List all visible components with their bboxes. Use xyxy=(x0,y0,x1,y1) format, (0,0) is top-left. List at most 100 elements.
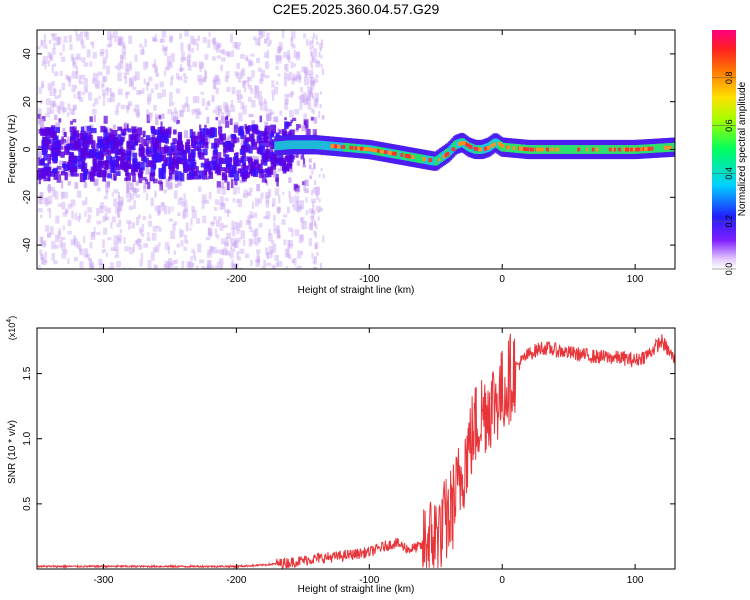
spectral-noise-mark xyxy=(239,267,244,269)
spectral-noise-mark xyxy=(105,186,109,193)
snr-series-line xyxy=(37,333,675,569)
spectral-band-mark xyxy=(242,145,249,152)
spectral-noise-mark xyxy=(40,39,43,47)
spectral-noise-mark xyxy=(108,38,113,47)
spectral-noise-mark xyxy=(100,48,105,54)
spectral-noise-mark xyxy=(152,36,156,41)
x-tick-label: -300 xyxy=(93,274,113,285)
spectral-noise-mark xyxy=(231,87,236,95)
spectral-band-mark xyxy=(97,154,102,165)
spectral-noise-mark xyxy=(308,208,314,214)
spectral-noise-mark xyxy=(305,210,309,216)
spectral-noise-mark xyxy=(74,56,78,61)
spectral-noise-mark xyxy=(290,36,293,42)
spectral-noise-mark xyxy=(259,101,263,111)
spectral-noise-mark xyxy=(72,57,75,67)
spectral-noise-mark xyxy=(117,206,120,211)
spectral-noise-mark xyxy=(110,262,115,269)
spectral-noise-mark xyxy=(246,165,252,169)
spectral-noise-mark xyxy=(229,252,234,259)
spectral-noise-mark xyxy=(277,206,280,215)
spectral-noise-mark xyxy=(275,262,279,267)
spectral-noise-mark xyxy=(115,105,119,113)
spectral-noise-mark xyxy=(293,49,296,58)
spectral-noise-mark xyxy=(92,103,96,108)
spectral-band-mark xyxy=(115,164,121,171)
spectral-band-mark xyxy=(100,154,104,161)
spectral-noise-mark xyxy=(174,266,179,269)
spectral-noise-mark xyxy=(293,183,298,191)
spectral-noise-mark xyxy=(73,58,76,65)
spectral-noise-mark xyxy=(66,76,71,80)
spectrogram-y-label: Frequency (Hz) xyxy=(7,115,18,184)
y-tick-label: 1.5 xyxy=(22,366,33,380)
spectral-noise-mark xyxy=(272,170,277,178)
spectral-noise-mark xyxy=(314,243,317,249)
spectral-noise-mark xyxy=(212,96,215,102)
spectral-noise-mark xyxy=(155,113,160,119)
x-tick-label: -100 xyxy=(359,575,379,586)
spectral-peak xyxy=(369,147,373,152)
spectral-band-mark xyxy=(158,167,164,178)
spectral-noise-mark xyxy=(277,225,280,234)
spectral-band-mark xyxy=(183,166,189,172)
spectral-noise-mark xyxy=(141,224,145,232)
spectral-peak xyxy=(372,148,375,152)
spectral-noise-mark xyxy=(265,200,270,208)
spectral-band-mark xyxy=(114,159,119,168)
spectral-band-mark xyxy=(203,166,208,176)
spectral-noise-mark xyxy=(129,182,134,190)
spectral-noise-mark xyxy=(45,224,50,232)
spectral-band-mark xyxy=(195,166,199,173)
spectral-band-mark xyxy=(63,132,67,138)
spectral-band-mark xyxy=(185,148,191,154)
spectral-noise-mark xyxy=(216,181,221,188)
spectral-noise-mark xyxy=(57,37,61,45)
spectral-band-mark xyxy=(284,155,290,163)
spectral-band-mark xyxy=(218,126,222,136)
spectral-noise-mark xyxy=(252,156,256,162)
spectral-band-mark xyxy=(125,172,131,181)
spectral-noise-mark xyxy=(284,103,289,110)
spectral-noise-mark xyxy=(153,59,157,68)
spectral-noise-mark xyxy=(234,42,238,49)
spectral-band-mark xyxy=(265,136,269,143)
spectral-noise-mark xyxy=(160,38,166,43)
spectral-noise-mark xyxy=(81,45,86,49)
y-tick-label: 20 xyxy=(22,96,33,108)
spectral-noise-mark xyxy=(68,35,72,43)
spectral-noise-mark xyxy=(117,166,120,176)
spectral-noise-mark xyxy=(134,54,138,62)
snr-scale-label: (x104) xyxy=(6,316,17,340)
spectral-noise-mark xyxy=(80,37,84,45)
spectral-noise-mark xyxy=(300,217,303,222)
spectral-noise-mark xyxy=(302,163,307,168)
spectral-noise-mark xyxy=(174,183,179,188)
spectral-band-mark xyxy=(62,163,68,168)
spectral-noise-mark xyxy=(165,178,170,188)
spectral-noise-mark xyxy=(259,171,263,178)
spectral-band-mark xyxy=(287,159,293,166)
spectral-noise-mark xyxy=(61,201,66,210)
spectral-band-mark xyxy=(211,156,218,165)
spectral-noise-mark xyxy=(173,221,178,226)
spectral-noise-mark xyxy=(107,237,112,241)
spectral-noise-mark xyxy=(168,100,173,107)
spectral-noise-mark xyxy=(62,127,66,136)
spectral-noise-mark xyxy=(128,103,131,110)
spectral-noise-mark xyxy=(309,88,312,94)
spectral-band-mark xyxy=(170,148,175,155)
spectral-band-mark xyxy=(89,172,95,182)
spectral-noise-mark xyxy=(250,215,254,219)
spectral-band-mark xyxy=(185,159,190,168)
spectral-noise-mark xyxy=(54,244,59,249)
spectral-noise-mark xyxy=(215,106,220,116)
spectral-noise-mark xyxy=(207,265,212,269)
spectral-noise-mark xyxy=(276,206,281,213)
spectral-band-mark xyxy=(106,137,111,145)
spectral-noise-mark xyxy=(217,152,222,159)
spectral-noise-mark xyxy=(188,262,194,267)
spectral-noise-mark xyxy=(257,198,263,204)
spectral-band-mark xyxy=(92,166,99,177)
spectral-noise-mark xyxy=(61,252,67,259)
